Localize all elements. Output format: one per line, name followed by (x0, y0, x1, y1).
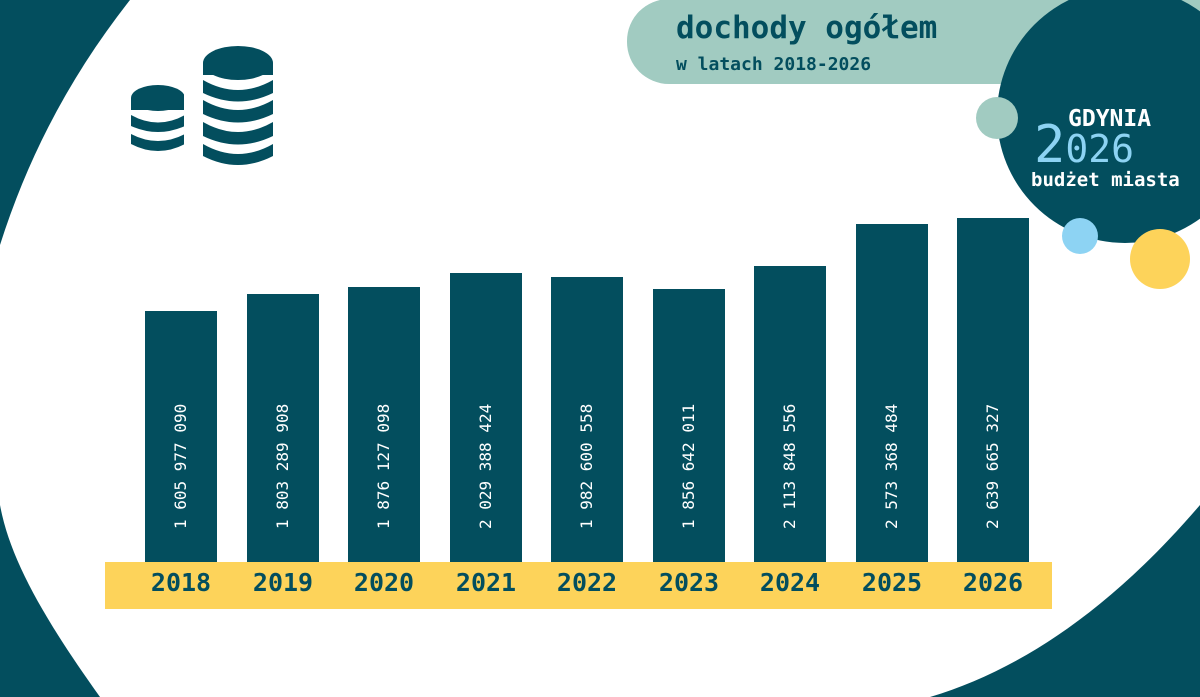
bar-value-label: 2 639 665 327 (983, 403, 1002, 529)
bar-2020: 1 876 127 098 (348, 286, 420, 562)
year-tick-label: 2024 (759, 568, 821, 597)
year-tick-label: 2021 (455, 568, 517, 597)
bar-2022: 1 982 600 558 (551, 277, 623, 562)
logo-tagline: budżet miasta (1031, 169, 1180, 191)
bar-2024: 2 113 848 556 (754, 265, 826, 562)
year-tick-label: 2022 (556, 568, 618, 597)
bar-value-label: 1 982 600 558 (577, 403, 596, 529)
bar-value-label: 1 876 127 098 (374, 403, 393, 529)
bar-value-label: 1 803 289 908 (273, 403, 292, 529)
year-tick-label: 2018 (150, 568, 212, 597)
logo-city: GDYNIA (1068, 106, 1152, 132)
bar-value-label: 1 605 977 090 (171, 403, 190, 529)
bar-2023: 1 856 642 011 (653, 288, 725, 562)
year-tick-label: 2026 (962, 568, 1024, 597)
bar-value-label: 2 113 848 556 (780, 403, 799, 529)
chart-subtitle: w latach 2018-2026 (676, 54, 872, 75)
year-axis-band (105, 562, 1052, 609)
chart-title: dochody ogółem (676, 10, 938, 46)
logo-year-big: 2 (1034, 115, 1066, 175)
year-tick-label: 2025 (861, 568, 923, 597)
coins-stack-icon (131, 46, 273, 168)
bar-2018: 1 605 977 090 (145, 311, 217, 562)
logo-year: 2026 (1034, 115, 1134, 175)
year-tick-label: 2019 (252, 568, 314, 597)
logo-badge (997, 0, 1200, 243)
decor-circle-yellow (1130, 229, 1190, 289)
bar-2019: 1 803 289 908 (247, 293, 319, 562)
decor-circle-blue (1062, 218, 1098, 254)
bar-2021: 2 029 388 424 (450, 273, 522, 562)
bar-value-label: 2 029 388 424 (476, 403, 495, 529)
bar-value-label: 2 573 368 484 (882, 403, 901, 529)
bar-2025: 2 573 368 484 (856, 224, 928, 562)
decor-circle-green (976, 97, 1018, 139)
year-tick-label: 2020 (353, 568, 415, 597)
bar-value-label: 1 856 642 011 (679, 403, 698, 529)
year-tick-label: 2023 (658, 568, 720, 597)
bar-2026: 2 639 665 327 (957, 218, 1029, 562)
logo-year-rest: 026 (1065, 127, 1134, 171)
